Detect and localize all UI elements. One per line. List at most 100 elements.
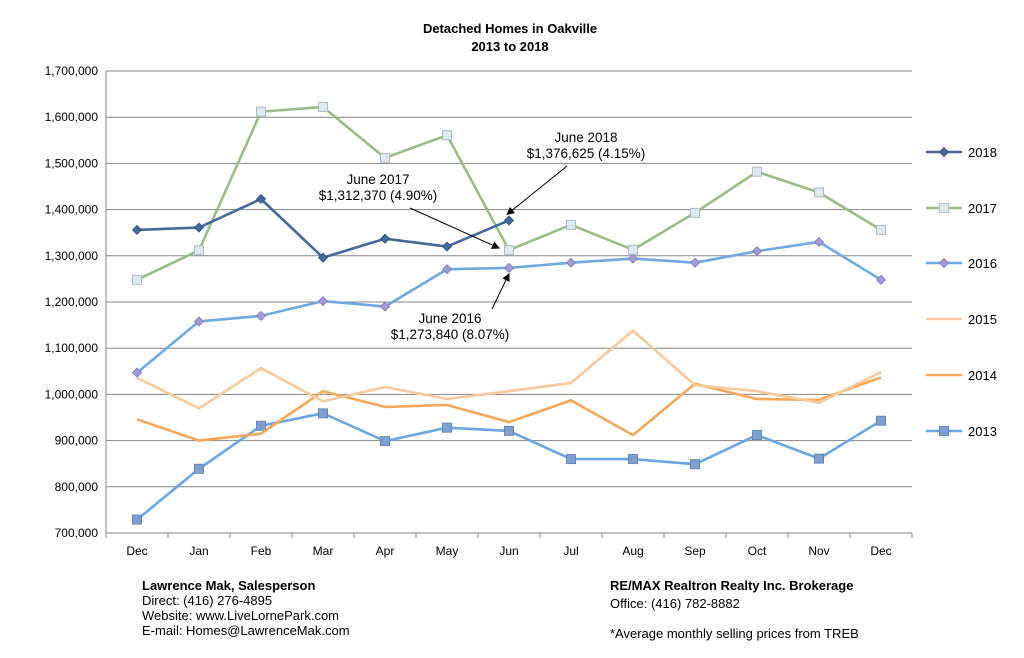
data-point-marker (876, 224, 886, 235)
y-tick-label: 700,000 (55, 526, 99, 540)
x-tick-label: Nov (808, 544, 829, 558)
brokerage-name: RE/MAX Realtron Realty Inc. Brokerage (610, 578, 854, 593)
agent-email[interactable]: E-mail: Homes@LawrenceMak.com (142, 623, 350, 638)
annotations: June 2018$1,376,625 (4.15%) June 2017 $1,3… (319, 130, 646, 342)
data-point-marker (132, 274, 142, 285)
data-point-marker (566, 219, 576, 230)
y-tick-label: 800,000 (55, 480, 99, 494)
series-line-2016 (136, 240, 882, 374)
data-point-marker (814, 453, 824, 464)
legend-entry-2013: 2013 (926, 424, 997, 439)
legend-label: 2018 (968, 145, 997, 160)
y-tick-label: 1,700,000 (45, 64, 99, 78)
data-point-marker (441, 241, 453, 252)
y-tick-label: 1,100,000 (45, 341, 99, 355)
data-point-marker (131, 224, 143, 235)
x-tick-label: Jul (563, 544, 578, 558)
data-point-marker (690, 207, 700, 218)
data-point-marker (380, 436, 390, 447)
data-point-marker (814, 187, 824, 198)
data-point-marker (442, 130, 452, 141)
x-tick-label: Mar (313, 544, 334, 558)
data-point-marker (938, 257, 950, 269)
data-point-marker (628, 454, 638, 465)
annotation-2018: June 2018$1,376,625 (4.15%) (506, 130, 646, 216)
legend-entry-2018: 2018 (926, 145, 997, 160)
data-point-marker (255, 310, 267, 321)
chart-title: Detached Homes in Oakville (423, 21, 597, 36)
data-point-marker (132, 514, 142, 525)
data-point-marker (255, 193, 267, 205)
data-point-marker (752, 430, 762, 441)
annotation-label: June 2018 (554, 130, 617, 145)
data-point-marker (876, 415, 886, 426)
office-phone: Office: (416) 782-8882 (610, 596, 740, 611)
data-point-marker (504, 425, 514, 436)
series-2015 (136, 329, 882, 410)
annotation-arrow (506, 165, 568, 216)
x-tick-label: Aug (622, 544, 643, 558)
data-point-marker (566, 454, 576, 465)
x-tick-label: Sep (684, 544, 706, 558)
data-point-marker (565, 257, 577, 268)
y-tick-label: 1,500,000 (45, 156, 99, 170)
legend-entry-2017: 2017 (926, 201, 997, 216)
data-point-marker (813, 236, 825, 248)
legend-label: 2015 (968, 312, 997, 327)
annotation-label: June 2017 (346, 172, 409, 187)
line-chart: Detached Homes in Oakville 2013 to 2018 … (45, 21, 997, 558)
agent-contact: Lawrence Mak, Salesperson Direct: (416) … (142, 578, 350, 638)
source-note: *Average monthly selling prices from TRE… (610, 626, 859, 641)
data-point-marker (193, 316, 205, 327)
annotation-value: $1,273,840 (8.07%) (391, 327, 510, 342)
data-point-marker (689, 257, 701, 268)
legend: 2018 2017 2016 2015 2014 2013 (926, 145, 997, 439)
data-point-marker (938, 146, 950, 158)
annotation-value: $1,376,625 (4.15%) (527, 146, 646, 161)
y-tick-label: 900,000 (55, 434, 99, 448)
data-point-marker (628, 244, 638, 255)
annotation-label: June 2016 (418, 311, 481, 326)
chart-subtitle: 2013 to 2018 (471, 39, 548, 54)
x-tick-label: Feb (251, 544, 272, 558)
series-line-2018 (136, 197, 510, 259)
data-point-marker (194, 245, 204, 256)
data-point-marker (504, 245, 514, 256)
data-point-marker (379, 301, 391, 312)
data-point-marker (752, 166, 762, 177)
x-tick-label: Oct (748, 544, 767, 558)
x-tick-label: Apr (376, 544, 395, 558)
x-tick-label: Jan (189, 544, 208, 558)
data-point-marker (627, 253, 639, 264)
legend-label: 2014 (968, 368, 997, 383)
agent-website[interactable]: Website: www.LiveLornePark.com (142, 608, 340, 623)
legend-label: 2016 (968, 256, 997, 271)
y-tick-label: 1,600,000 (45, 110, 99, 124)
annotation-arrow (409, 207, 500, 249)
series-line-2015 (136, 329, 882, 410)
series-2017 (132, 102, 886, 285)
x-tick-label: Jun (499, 544, 518, 558)
data-point-marker (256, 420, 266, 431)
data-point-marker (131, 367, 143, 378)
series-2013 (132, 408, 886, 525)
data-point-marker (380, 152, 390, 163)
series-lines (131, 102, 887, 525)
legend-label: 2013 (968, 424, 997, 439)
axes: 700,000 800,000 900,000 1,000,000 1,100,000 1… (45, 64, 913, 558)
y-tick-label: 1,400,000 (45, 203, 99, 217)
series-2018 (131, 193, 515, 263)
y-tick-label: 1,000,000 (45, 387, 99, 401)
data-point-marker (194, 463, 204, 474)
data-point-marker (317, 252, 329, 263)
data-point-marker (256, 106, 266, 117)
data-point-marker (318, 408, 328, 419)
series-2014 (136, 376, 882, 442)
series-2016 (131, 236, 887, 378)
x-tick-label: Dec (870, 544, 891, 558)
data-point-marker (441, 264, 453, 275)
data-point-marker (690, 459, 700, 470)
agent-direct-phone: Direct: (416) 276-4895 (142, 593, 273, 608)
legend-entry-2016: 2016 (926, 256, 997, 271)
data-point-marker (193, 222, 205, 233)
